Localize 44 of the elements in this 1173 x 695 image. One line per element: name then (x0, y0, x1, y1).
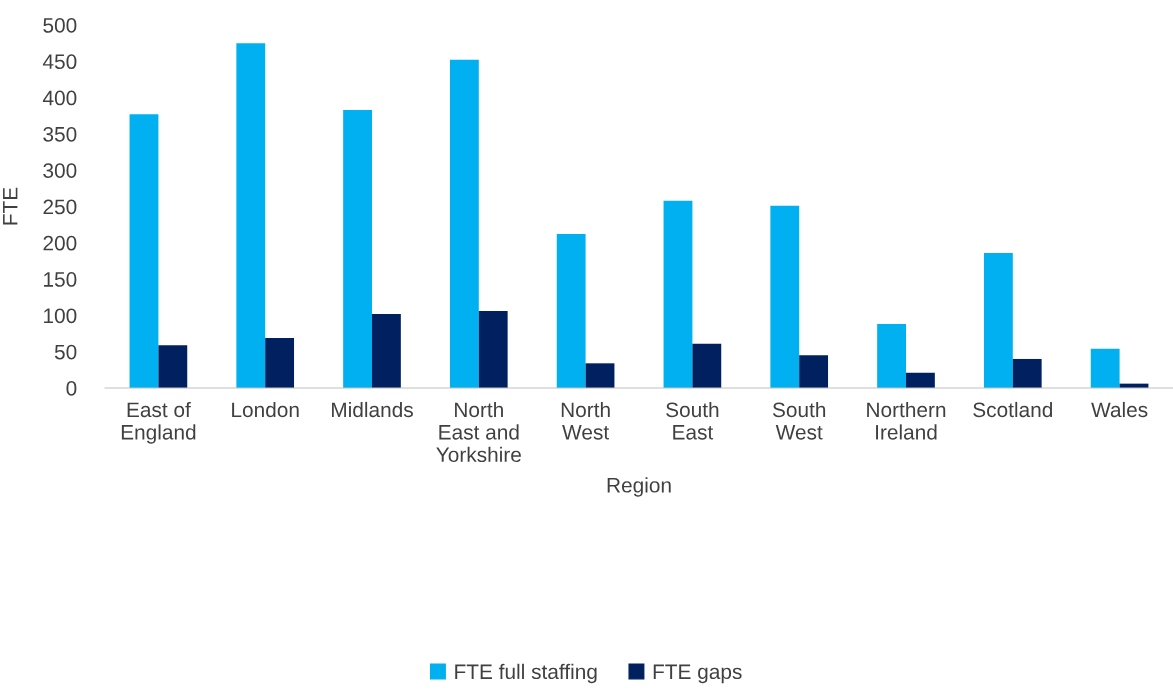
bar (1012, 358, 1042, 388)
y-tick-label: 500 (43, 18, 77, 33)
y-tick-label: 50 (54, 344, 77, 360)
bar (449, 59, 479, 388)
x-tick-label: South East (666, 401, 719, 440)
y-tick-label: 450 (42, 54, 77, 70)
legend-label: FTE gaps (653, 664, 742, 684)
x-tick-label: North East and Yorkshire (436, 401, 521, 463)
y-tick-label: 350 (43, 126, 77, 142)
bar (236, 43, 266, 388)
bar (983, 252, 1013, 388)
y-tick-label: 300 (43, 163, 77, 178)
bar (129, 114, 159, 388)
y-tick-label: 150 (44, 272, 77, 287)
x-tick-label: Scotland (973, 401, 1052, 418)
bar (877, 324, 906, 388)
y-tick-label: 0 (66, 381, 77, 396)
bar (1090, 348, 1120, 388)
x-tick-label: Wales (1091, 401, 1148, 418)
y-tick-label: 100 (44, 308, 77, 324)
bar (663, 200, 693, 388)
x-tick-label: London (232, 401, 299, 418)
x-tick-label: North West (561, 401, 610, 440)
legend-label: FTE full staffing (455, 663, 597, 684)
bar (265, 337, 295, 388)
x-tick-label: Midlands (332, 401, 413, 418)
bar (770, 205, 800, 388)
bar (158, 345, 188, 388)
bar (585, 363, 615, 388)
y-tick-label: 200 (43, 235, 77, 251)
y-tick-label: 250 (43, 199, 77, 215)
bar (372, 313, 401, 388)
bar (799, 355, 829, 388)
x-axis-title: Region (607, 477, 671, 497)
bar (343, 109, 372, 388)
bar (556, 234, 586, 388)
x-tick-label: East of England (121, 401, 196, 444)
x-tick-label: South West (772, 401, 826, 440)
bar (692, 343, 722, 388)
x-tick-label: Northern Ireland (867, 401, 946, 440)
y-tick-label: 400 (42, 90, 77, 106)
y-axis-title: FTE (3, 187, 18, 225)
bar (906, 372, 935, 388)
bar (478, 311, 508, 388)
